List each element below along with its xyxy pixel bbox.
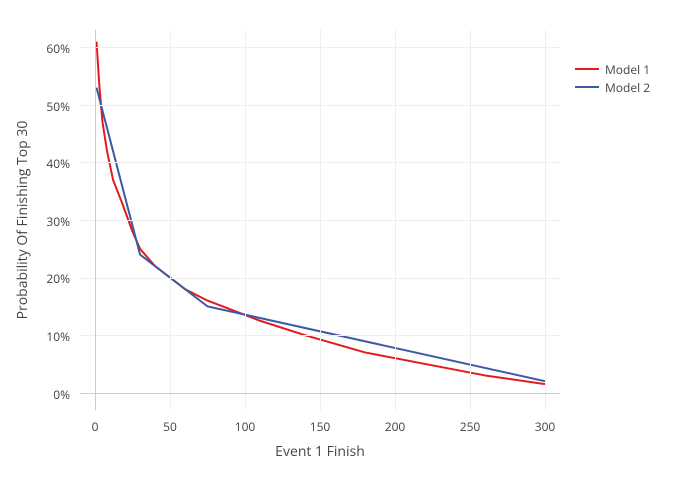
x-tick-label: 100 [235, 418, 256, 435]
x-axis-title: Event 1 Finish [275, 442, 365, 461]
y-axis-line [95, 30, 96, 410]
x-tick-label: 50 [163, 418, 177, 435]
legend: Model 1Model 2 [575, 60, 650, 96]
legend-item[interactable]: Model 1 [575, 60, 650, 78]
legend-label: Model 2 [605, 79, 650, 96]
legend-swatch [575, 68, 599, 70]
legend-swatch [575, 86, 599, 88]
gridline-horizontal [80, 220, 560, 221]
gridline-horizontal [80, 278, 560, 279]
legend-item[interactable]: Model 2 [575, 78, 650, 96]
gridline-horizontal [80, 335, 560, 336]
legend-label: Model 1 [605, 61, 650, 78]
x-tick-label: 0 [92, 418, 99, 435]
x-tick-label: 250 [460, 418, 481, 435]
x-axis-line [80, 393, 560, 394]
gridline-horizontal [80, 47, 560, 48]
x-tick-label: 150 [310, 418, 331, 435]
chart-container: 0501001502002503000%10%20%30%40%50%60% E… [0, 0, 700, 500]
x-tick-label: 200 [385, 418, 406, 435]
gridline-horizontal [80, 162, 560, 163]
x-tick-label: 300 [535, 418, 556, 435]
gridline-horizontal [80, 105, 560, 106]
y-axis-title: Probability Of Finishing Top 30 [13, 121, 32, 320]
